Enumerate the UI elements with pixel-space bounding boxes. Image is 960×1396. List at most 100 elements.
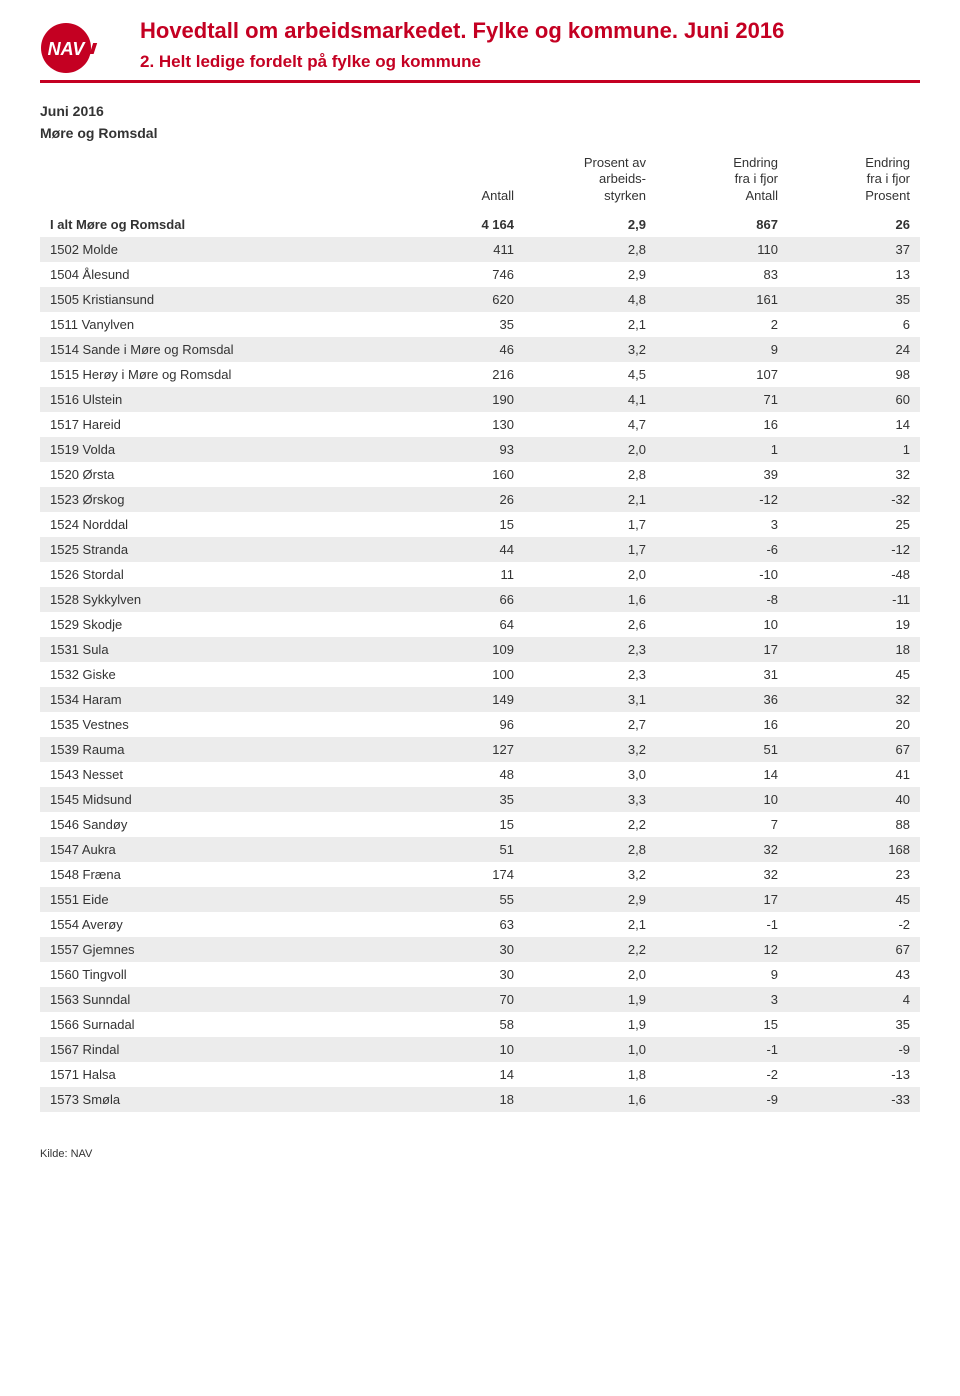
- cell-antall: 160: [392, 462, 524, 487]
- cell-prosent: 3,1: [524, 687, 656, 712]
- cell-endr_antall: 17: [656, 887, 788, 912]
- period-label: Juni 2016: [40, 103, 920, 119]
- table-row: 1524 Norddal151,7325: [40, 512, 920, 537]
- table-row: 1504 Ålesund7462,98313: [40, 262, 920, 287]
- cell-antall: 127: [392, 737, 524, 762]
- cell-prosent: 2,0: [524, 562, 656, 587]
- cell-endr_antall: 14: [656, 762, 788, 787]
- cell-prosent: 3,0: [524, 762, 656, 787]
- cell-antall: 216: [392, 362, 524, 387]
- table-row: 1554 Averøy632,1-1-2: [40, 912, 920, 937]
- cell-endr_prosent: -11: [788, 587, 920, 612]
- cell-prosent: 2,6: [524, 612, 656, 637]
- table-row: 1563 Sunndal701,934: [40, 987, 920, 1012]
- cell-prosent: 2,0: [524, 962, 656, 987]
- cell-prosent: 2,8: [524, 462, 656, 487]
- cell-endr_prosent: 35: [788, 287, 920, 312]
- cell-endr_prosent: 23: [788, 862, 920, 887]
- cell-label: 1566 Surnadal: [40, 1012, 392, 1037]
- cell-endr_antall: 9: [656, 337, 788, 362]
- cell-endr_antall: 107: [656, 362, 788, 387]
- cell-endr_antall: 39: [656, 462, 788, 487]
- region-label: Møre og Romsdal: [40, 125, 920, 141]
- cell-endr_antall: 867: [656, 212, 788, 237]
- cell-antall: 130: [392, 412, 524, 437]
- nav-logo: NAV: [40, 22, 120, 74]
- data-table: Antall Prosent avarbeids-styrken Endring…: [40, 151, 920, 1112]
- col-header-label: [40, 151, 392, 212]
- cell-endr_prosent: 45: [788, 887, 920, 912]
- table-row: 1532 Giske1002,33145: [40, 662, 920, 687]
- cell-prosent: 4,5: [524, 362, 656, 387]
- cell-endr_prosent: -13: [788, 1062, 920, 1087]
- cell-prosent: 3,2: [524, 337, 656, 362]
- cell-endr_prosent: 43: [788, 962, 920, 987]
- cell-antall: 190: [392, 387, 524, 412]
- cell-prosent: 1,9: [524, 987, 656, 1012]
- cell-label: 1532 Giske: [40, 662, 392, 687]
- header-rule: [40, 80, 920, 83]
- table-row: 1534 Haram1493,13632: [40, 687, 920, 712]
- cell-endr_antall: -12: [656, 487, 788, 512]
- cell-antall: 15: [392, 512, 524, 537]
- cell-label: 1543 Nesset: [40, 762, 392, 787]
- table-row: 1511 Vanylven352,126: [40, 312, 920, 337]
- cell-prosent: 4,8: [524, 287, 656, 312]
- cell-antall: 411: [392, 237, 524, 262]
- cell-prosent: 2,2: [524, 937, 656, 962]
- cell-endr_prosent: -48: [788, 562, 920, 587]
- cell-endr_prosent: 32: [788, 687, 920, 712]
- cell-prosent: 2,2: [524, 812, 656, 837]
- cell-label: 1504 Ålesund: [40, 262, 392, 287]
- titles: Hovedtall om arbeidsmarkedet. Fylke og k…: [140, 18, 920, 72]
- cell-endr_antall: 9: [656, 962, 788, 987]
- cell-endr_prosent: 13: [788, 262, 920, 287]
- cell-endr_antall: 71: [656, 387, 788, 412]
- cell-label: 1516 Ulstein: [40, 387, 392, 412]
- cell-antall: 174: [392, 862, 524, 887]
- table-row: I alt Møre og Romsdal4 1642,986726: [40, 212, 920, 237]
- table-row: 1529 Skodje642,61019: [40, 612, 920, 637]
- cell-prosent: 3,2: [524, 862, 656, 887]
- cell-endr_prosent: 35: [788, 1012, 920, 1037]
- cell-label: 1567 Rindal: [40, 1037, 392, 1062]
- cell-prosent: 1,6: [524, 587, 656, 612]
- cell-antall: 51: [392, 837, 524, 862]
- cell-endr_antall: -8: [656, 587, 788, 612]
- cell-prosent: 2,0: [524, 437, 656, 462]
- cell-endr_antall: 1: [656, 437, 788, 462]
- table-row: 1535 Vestnes962,71620: [40, 712, 920, 737]
- cell-prosent: 2,3: [524, 637, 656, 662]
- cell-antall: 55: [392, 887, 524, 912]
- cell-label: 1519 Volda: [40, 437, 392, 462]
- table-row: 1528 Sykkylven661,6-8-11: [40, 587, 920, 612]
- cell-endr_prosent: 4: [788, 987, 920, 1012]
- cell-label: 1573 Smøla: [40, 1087, 392, 1112]
- cell-prosent: 2,3: [524, 662, 656, 687]
- table-row: 1547 Aukra512,832168: [40, 837, 920, 862]
- cell-prosent: 2,9: [524, 887, 656, 912]
- cell-endr_prosent: 45: [788, 662, 920, 687]
- table-row: 1520 Ørsta1602,83932: [40, 462, 920, 487]
- cell-prosent: 2,8: [524, 837, 656, 862]
- cell-label: 1523 Ørskog: [40, 487, 392, 512]
- cell-antall: 35: [392, 787, 524, 812]
- cell-label: 1545 Midsund: [40, 787, 392, 812]
- col-header-endr-antall: Endringfra i fjorAntall: [656, 151, 788, 212]
- cell-endr_prosent: 67: [788, 937, 920, 962]
- cell-endr_prosent: 98: [788, 362, 920, 387]
- cell-endr_prosent: 60: [788, 387, 920, 412]
- table-row: 1566 Surnadal581,91535: [40, 1012, 920, 1037]
- cell-antall: 70: [392, 987, 524, 1012]
- cell-label: 1515 Herøy i Møre og Romsdal: [40, 362, 392, 387]
- cell-endr_prosent: -12: [788, 537, 920, 562]
- cell-prosent: 4,7: [524, 412, 656, 437]
- cell-label: 1502 Molde: [40, 237, 392, 262]
- cell-endr_prosent: -32: [788, 487, 920, 512]
- cell-label: 1517 Hareid: [40, 412, 392, 437]
- cell-antall: 10: [392, 1037, 524, 1062]
- cell-label: 1571 Halsa: [40, 1062, 392, 1087]
- cell-antall: 58: [392, 1012, 524, 1037]
- cell-label: 1520 Ørsta: [40, 462, 392, 487]
- page-subtitle: 2. Helt ledige fordelt på fylke og kommu…: [140, 52, 920, 72]
